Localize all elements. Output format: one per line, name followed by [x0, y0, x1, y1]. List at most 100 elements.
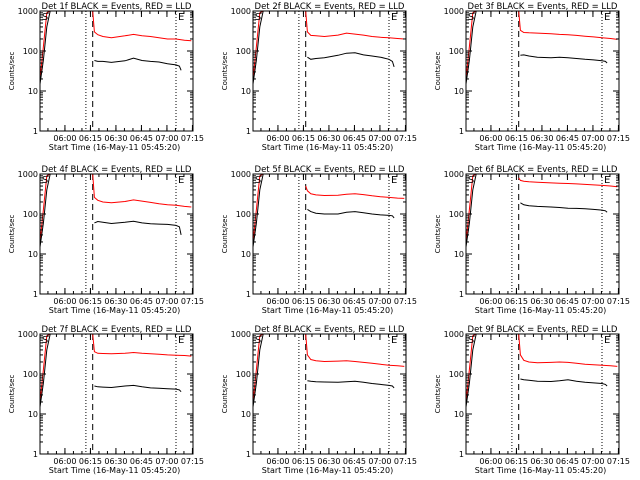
panel-title: Det 7f BLACK = Events, RED = LLD — [42, 325, 192, 335]
y-tick-label: 100 — [449, 210, 464, 219]
events-rate-line — [94, 384, 182, 393]
start-marker: S — [42, 175, 48, 186]
y-tick-label: 100 — [236, 370, 251, 379]
start-marker: S — [468, 12, 474, 23]
x-tick-label: 06:15 — [79, 457, 102, 466]
plot-frame — [465, 173, 620, 295]
y-tick-label: 1 — [246, 450, 251, 459]
start-marker: S — [255, 335, 261, 346]
panel-title: Det 3f BLACK = Events, RED = LLD — [468, 2, 618, 12]
lld-rate-line — [305, 11, 405, 40]
y-tick-label: 1000 — [231, 170, 251, 179]
events-rate-line — [520, 378, 608, 387]
end-marker: E — [391, 175, 397, 186]
panel-det-4: Det 4f BLACK = Events, RED = LLD 1 10 100 10… — [8, 165, 204, 315]
x-axis-label: Start Time (16-May-11 05:45:20) — [262, 143, 393, 152]
start-marker: S — [468, 175, 474, 186]
end-marker: E — [604, 335, 610, 346]
y-tick-label: 100 — [23, 370, 38, 379]
x-tick-label: 06:00 — [266, 297, 289, 306]
x-axis-label: Start Time (16-May-11 05:45:20) — [262, 466, 393, 475]
plot-frame — [465, 333, 620, 455]
panel-det-8: Det 8f BLACK = Events, RED = LLD 1 10 100 10… — [221, 325, 417, 475]
x-axis-label: Start Time (16-May-11 05:45:20) — [49, 306, 180, 315]
plot-frame — [39, 10, 194, 132]
events-rate-line — [520, 202, 608, 213]
start-marker: S — [468, 335, 474, 346]
x-tick-label: 06:15 — [505, 297, 528, 306]
y-tick-label: 100 — [236, 47, 251, 56]
panel-title: Det 5f BLACK = Events, RED = LLD — [255, 165, 405, 175]
y-tick-label: 100 — [449, 47, 464, 56]
lld-rate-line — [305, 185, 405, 199]
x-tick-label: 06:45 — [130, 297, 153, 306]
panel-det-9: Det 9f BLACK = Events, RED = LLD 1 10 100 10… — [434, 325, 630, 475]
x-tick-label: 06:15 — [79, 134, 102, 143]
x-axis-label: Start Time (16-May-11 05:45:20) — [475, 143, 606, 152]
x-tick-label: 07:15 — [607, 297, 630, 306]
x-tick-label: 06:00 — [53, 134, 76, 143]
x-tick-label: 06:45 — [343, 297, 366, 306]
panel-det-5: Det 5f BLACK = Events, RED = LLD 1 10 100 10… — [221, 165, 417, 315]
y-tick-label: 10 — [454, 250, 464, 259]
end-marker: E — [604, 175, 610, 186]
panel-det-6: Det 6f BLACK = Events, RED = LLD 1 10 100 10… — [434, 165, 630, 315]
x-tick-label: 06:30 — [317, 297, 340, 306]
x-tick-label: 06:00 — [479, 457, 502, 466]
x-tick-label: 07:00 — [155, 297, 178, 306]
y-tick-label: 100 — [236, 210, 251, 219]
end-marker: E — [391, 12, 397, 23]
y-tick-label: 1000 — [444, 330, 464, 339]
lld-rate-line — [518, 177, 618, 188]
y-tick-label: 10 — [28, 250, 38, 259]
plot-frame — [39, 173, 194, 295]
events-rate-line — [307, 208, 395, 219]
x-tick-label: 07:00 — [581, 297, 604, 306]
events-rate-line — [307, 380, 395, 389]
x-tick-label: 06:00 — [479, 134, 502, 143]
plot-frame — [252, 173, 407, 295]
y-axis-label: Counts/sec — [8, 215, 16, 254]
x-axis-label: Start Time (16-May-11 05:45:20) — [49, 466, 180, 475]
x-tick-label: 06:45 — [343, 134, 366, 143]
lld-rate-line — [92, 174, 192, 208]
y-tick-label: 100 — [449, 370, 464, 379]
x-tick-label: 07:15 — [181, 297, 204, 306]
x-tick-label: 06:15 — [505, 134, 528, 143]
end-marker: E — [391, 335, 397, 346]
y-axis-label: Counts/sec — [221, 375, 229, 414]
panel-title: Det 4f BLACK = Events, RED = LLD — [42, 165, 192, 175]
x-tick-label: 06:30 — [104, 134, 127, 143]
x-tick-label: 07:00 — [155, 134, 178, 143]
panel-title: Det 1f BLACK = Events, RED = LLD — [42, 2, 192, 12]
y-tick-label: 10 — [241, 410, 251, 419]
panel-title: Det 9f BLACK = Events, RED = LLD — [468, 325, 618, 335]
y-tick-label: 1 — [33, 450, 38, 459]
y-tick-label: 1 — [459, 290, 464, 299]
y-tick-label: 1 — [459, 450, 464, 459]
events-rate-line — [520, 54, 608, 64]
x-tick-label: 07:15 — [394, 297, 417, 306]
x-tick-label: 06:00 — [266, 457, 289, 466]
x-tick-label: 06:00 — [53, 297, 76, 306]
lld-rate-line — [518, 11, 618, 40]
y-tick-label: 1 — [33, 290, 38, 299]
x-tick-label: 07:00 — [155, 457, 178, 466]
x-tick-label: 06:30 — [104, 297, 127, 306]
x-tick-label: 06:15 — [292, 297, 315, 306]
x-tick-label: 06:15 — [292, 457, 315, 466]
y-tick-label: 10 — [454, 410, 464, 419]
start-marker: S — [42, 335, 48, 346]
x-tick-label: 06:30 — [317, 457, 340, 466]
x-tick-label: 07:00 — [368, 297, 391, 306]
x-tick-label: 06:45 — [556, 297, 579, 306]
x-axis-label: Start Time (16-May-11 05:45:20) — [262, 306, 393, 315]
x-tick-label: 07:00 — [368, 134, 391, 143]
x-tick-label: 06:30 — [104, 457, 127, 466]
x-axis-label: Start Time (16-May-11 05:45:20) — [475, 306, 606, 315]
panel-title: Det 6f BLACK = Events, RED = LLD — [468, 165, 618, 175]
x-axis-label: Start Time (16-May-11 05:45:20) — [49, 143, 180, 152]
x-tick-label: 06:00 — [53, 457, 76, 466]
